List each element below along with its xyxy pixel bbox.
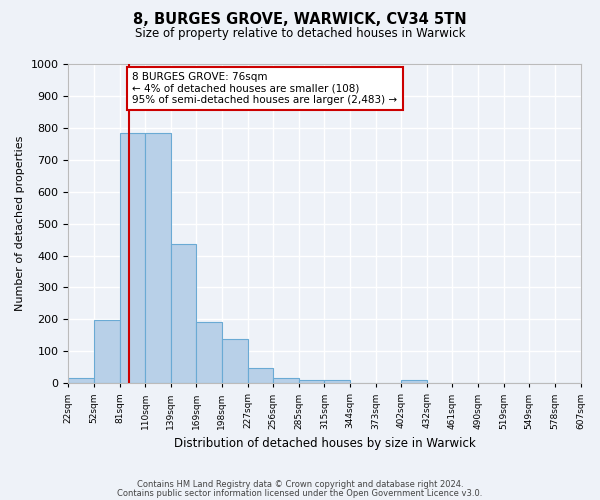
Bar <box>145 132 171 384</box>
Text: Contains HM Land Registry data © Crown copyright and database right 2024.: Contains HM Land Registry data © Crown c… <box>137 480 463 489</box>
Bar <box>299 380 325 384</box>
Bar <box>401 380 427 384</box>
Bar <box>273 378 299 384</box>
Bar <box>119 132 145 384</box>
Bar <box>196 322 222 384</box>
Bar <box>68 378 94 384</box>
Text: Size of property relative to detached houses in Warwick: Size of property relative to detached ho… <box>135 28 465 40</box>
X-axis label: Distribution of detached houses by size in Warwick: Distribution of detached houses by size … <box>173 437 475 450</box>
Bar <box>171 244 196 384</box>
Text: 8, BURGES GROVE, WARWICK, CV34 5TN: 8, BURGES GROVE, WARWICK, CV34 5TN <box>133 12 467 28</box>
Y-axis label: Number of detached properties: Number of detached properties <box>15 136 25 312</box>
Bar <box>94 320 119 384</box>
Text: Contains public sector information licensed under the Open Government Licence v3: Contains public sector information licen… <box>118 488 482 498</box>
Bar <box>222 338 248 384</box>
Bar <box>325 380 350 384</box>
Text: 8 BURGES GROVE: 76sqm
← 4% of detached houses are smaller (108)
95% of semi-deta: 8 BURGES GROVE: 76sqm ← 4% of detached h… <box>133 72 397 105</box>
Bar <box>248 368 273 384</box>
